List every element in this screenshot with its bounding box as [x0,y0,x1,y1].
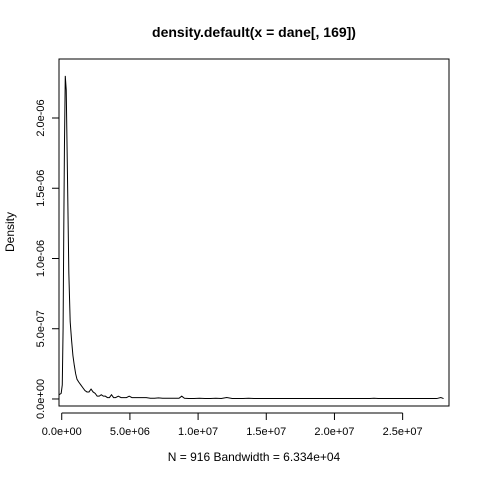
y-axis: 0.0e+00 5.0e-07 1.0e-06 1.5e-06 2.0e-06 [35,99,60,419]
y-tick-label: 2.0e-06 [35,99,47,136]
x-tick-label: 1.0e+07 [178,426,218,438]
density-line [58,75,444,400]
y-axis-label: Density [3,212,17,252]
chart-title: density.default(x = dane[, 169]) [152,24,356,40]
plot-frame [58,58,450,407]
x-tick-label: 1.5e+07 [246,426,286,438]
y-tick-label: 5.0e-07 [35,310,47,347]
x-tick-label: 2.5e+07 [383,426,423,438]
x-tick-label: 0.0e+00 [42,426,82,438]
x-tick-label: 5.0e+06 [110,426,150,438]
x-tick-label: 2.0e+07 [314,426,354,438]
y-tick-label: 1.5e-06 [35,170,47,207]
y-tick-label: 0.0e+00 [35,379,47,419]
x-axis-label: N = 916 Bandwidth = 6.334e+04 [168,450,341,464]
x-axis: 0.0e+00 5.0e+06 1.0e+07 1.5e+07 2.0e+07 2.5e+… [42,412,423,438]
y-tick-label: 1.0e-06 [35,240,47,277]
